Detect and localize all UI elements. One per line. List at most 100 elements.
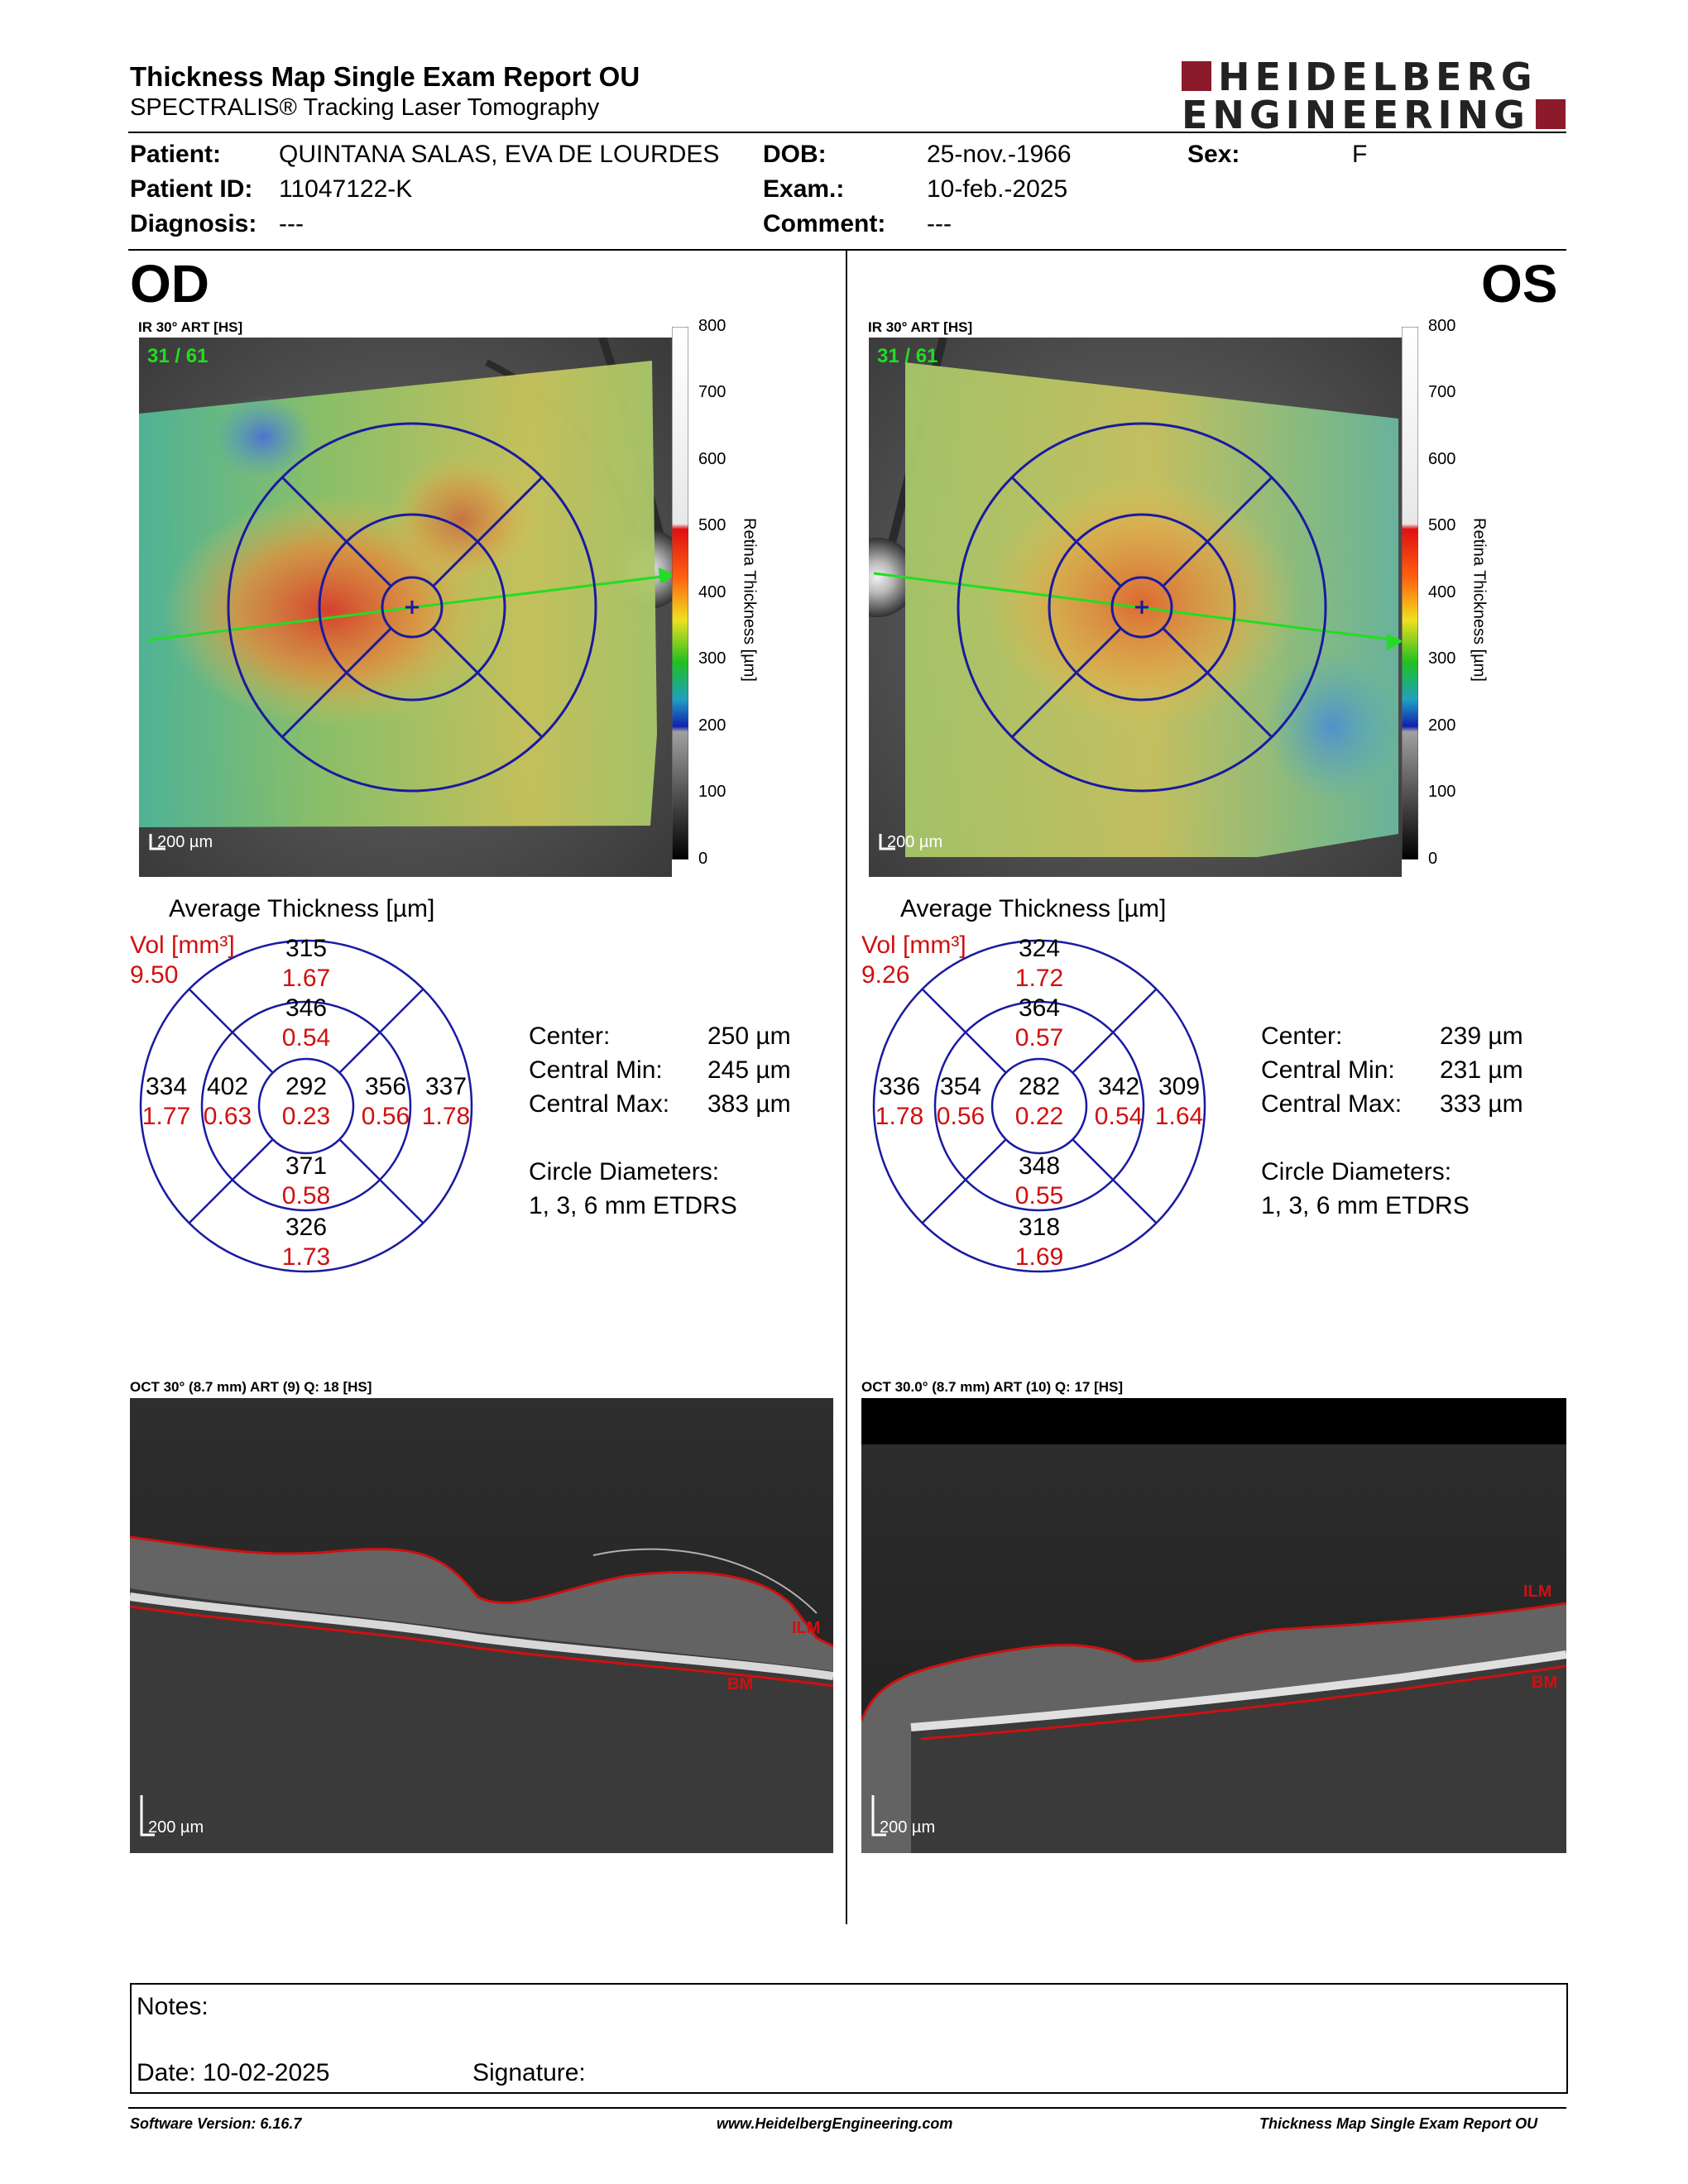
od-cb-tick: 300 bbox=[698, 649, 727, 668]
footer-report-name: Thickness Map Single Exam Report OU bbox=[1259, 2115, 1538, 2132]
od-max-value: 383 µm bbox=[707, 1090, 791, 1118]
os-diam-label: Circle Diameters: bbox=[1261, 1158, 1452, 1185]
os-cb-tick: 100 bbox=[1428, 783, 1456, 801]
od-cb-tick: 0 bbox=[698, 850, 708, 868]
center-divider bbox=[846, 251, 847, 1924]
os-oct-scale: 200 µm bbox=[880, 1818, 935, 1837]
patient-id-label: Patient ID: bbox=[130, 175, 253, 203]
od-bm-label: BM bbox=[727, 1675, 753, 1693]
os-frame-counter: 31 / 61 bbox=[877, 345, 938, 367]
os-out-right-volume: 1.64 bbox=[1155, 1103, 1203, 1130]
notes-box: Notes: Date: 10-02-2025 Signature: bbox=[130, 1983, 1568, 2094]
os-in-inf-thickness: 348 bbox=[1019, 1152, 1060, 1180]
os-cb-axis-label: Retina Thickness [µm] bbox=[1470, 518, 1489, 682]
os-in-sup-volume: 0.57 bbox=[1015, 1024, 1063, 1051]
os-label: OS bbox=[1481, 254, 1558, 314]
od-out-left-thickness: 334 bbox=[146, 1073, 187, 1100]
od-out-sup-thickness: 315 bbox=[285, 935, 327, 962]
od-in-sup-thickness: 346 bbox=[285, 994, 327, 1022]
od-vol-total: 9.50 bbox=[130, 961, 179, 989]
os-diam-value: 1, 3, 6 mm ETDRS bbox=[1261, 1192, 1470, 1219]
info-rule bbox=[128, 249, 1566, 251]
od-out-inf-thickness: 326 bbox=[285, 1214, 327, 1241]
od-cb-tick: 400 bbox=[698, 583, 727, 601]
os-in-left-volume: 0.56 bbox=[937, 1103, 985, 1130]
os-min-value: 231 µm bbox=[1440, 1056, 1523, 1084]
od-oct-bscan: ILM BM 200 µm bbox=[129, 1398, 834, 1853]
os-cb-tick: 200 bbox=[1428, 716, 1456, 735]
signature-label: Signature: bbox=[472, 2059, 586, 2086]
report-title: Thickness Map Single Exam Report OU bbox=[130, 61, 640, 92]
od-fundus-map: 31 / 61 200 µm bbox=[139, 336, 688, 877]
os-center-label: Center: bbox=[1261, 1023, 1343, 1050]
os-ilm-label: ILM bbox=[1523, 1583, 1551, 1601]
os-fundus-map: 31 / 61 200 µm bbox=[837, 336, 1403, 877]
od-center-thickness: 292 bbox=[285, 1073, 327, 1100]
od-out-sup-volume: 1.67 bbox=[282, 965, 330, 992]
os-in-inf-volume: 0.55 bbox=[1015, 1182, 1063, 1209]
sex-label: Sex: bbox=[1187, 141, 1240, 168]
sex-value: F bbox=[1352, 141, 1368, 168]
patient-name: QUINTANA SALAS, EVA DE LOURDES bbox=[279, 141, 720, 168]
os-center-volume: 0.22 bbox=[1015, 1103, 1063, 1130]
heidelberg-logo: HEIDELBERG ENGINEERING bbox=[1182, 58, 1567, 134]
os-out-right-thickness: 309 bbox=[1158, 1073, 1200, 1100]
od-cb-tick: 500 bbox=[698, 516, 727, 534]
od-map-scale: 200 µm bbox=[157, 833, 213, 851]
od-etdrs-grid: 315 1.67 346 0.54 292 0.23 402 0.63 356 … bbox=[130, 932, 477, 1279]
notes-label: Notes: bbox=[137, 1993, 209, 2020]
os-vol-total: 9.26 bbox=[861, 961, 910, 989]
od-cb-tick: 200 bbox=[698, 716, 727, 735]
website-link[interactable]: www.HeidelbergEngineering.com bbox=[717, 2115, 953, 2132]
od-avg-title: Average Thickness [µm] bbox=[169, 895, 435, 922]
os-in-right-thickness: 342 bbox=[1098, 1073, 1139, 1100]
od-center-volume: 0.23 bbox=[282, 1103, 330, 1130]
od-in-left-volume: 0.63 bbox=[204, 1103, 252, 1130]
report-subtitle: SPECTRALIS® Tracking Laser Tomography bbox=[130, 94, 600, 121]
exam-value: 10-feb.-2025 bbox=[927, 175, 1068, 203]
os-in-sup-thickness: 364 bbox=[1019, 994, 1060, 1022]
od-diam-label: Circle Diameters: bbox=[529, 1158, 720, 1185]
os-oct-label: OCT 30.0° (8.7 mm) ART (10) Q: 17 [HS] bbox=[861, 1379, 1124, 1395]
od-in-left-thickness: 402 bbox=[207, 1073, 248, 1100]
header-rule bbox=[128, 132, 1566, 133]
os-min-label: Central Min: bbox=[1261, 1056, 1395, 1084]
os-bm-label: BM bbox=[1532, 1674, 1557, 1692]
os-oct-bscan: ILM BM 200 µm bbox=[860, 1398, 1567, 1853]
os-out-left-volume: 1.78 bbox=[875, 1103, 923, 1130]
od-out-left-volume: 1.77 bbox=[142, 1103, 190, 1130]
os-in-left-thickness: 354 bbox=[940, 1073, 981, 1100]
od-colorbar bbox=[671, 326, 689, 860]
od-cb-tick: 600 bbox=[698, 450, 727, 468]
os-map-scale: 200 µm bbox=[887, 833, 942, 851]
od-min-label: Central Min: bbox=[529, 1056, 663, 1084]
os-vol-label: Vol [mm³] bbox=[861, 932, 966, 959]
exam-label: Exam.: bbox=[763, 175, 845, 203]
os-colorbar bbox=[1401, 326, 1419, 860]
os-avg-title: Average Thickness [µm] bbox=[900, 895, 1167, 922]
os-ir-label: IR 30° ART [HS] bbox=[868, 319, 973, 335]
od-diam-value: 1, 3, 6 mm ETDRS bbox=[529, 1192, 737, 1219]
od-in-right-thickness: 356 bbox=[365, 1073, 406, 1100]
dob-label: DOB: bbox=[763, 141, 827, 168]
od-cb-axis-label: Retina Thickness [µm] bbox=[740, 518, 759, 682]
od-min-value: 245 µm bbox=[707, 1056, 791, 1084]
od-in-right-volume: 0.56 bbox=[362, 1103, 410, 1130]
od-vol-label: Vol [mm³] bbox=[130, 932, 235, 959]
software-version: Software Version: 6.16.7 bbox=[130, 2115, 302, 2132]
od-center-label: Center: bbox=[529, 1023, 611, 1050]
os-center-value: 239 µm bbox=[1440, 1023, 1523, 1050]
od-label: OD bbox=[130, 254, 209, 314]
os-max-value: 333 µm bbox=[1440, 1090, 1523, 1118]
date-label: Date: 10-02-2025 bbox=[137, 2059, 330, 2086]
od-frame-counter: 31 / 61 bbox=[147, 345, 208, 367]
os-cb-tick: 600 bbox=[1428, 450, 1456, 468]
od-oct-label: OCT 30° (8.7 mm) ART (9) Q: 18 [HS] bbox=[130, 1379, 372, 1395]
os-cb-tick: 0 bbox=[1428, 850, 1438, 868]
comment-value: --- bbox=[927, 210, 952, 237]
os-in-right-volume: 0.54 bbox=[1095, 1103, 1143, 1130]
footer-rule bbox=[128, 2107, 1566, 2109]
os-cb-tick: 500 bbox=[1428, 516, 1456, 534]
od-out-right-thickness: 337 bbox=[425, 1073, 467, 1100]
od-in-inf-thickness: 371 bbox=[285, 1152, 327, 1180]
